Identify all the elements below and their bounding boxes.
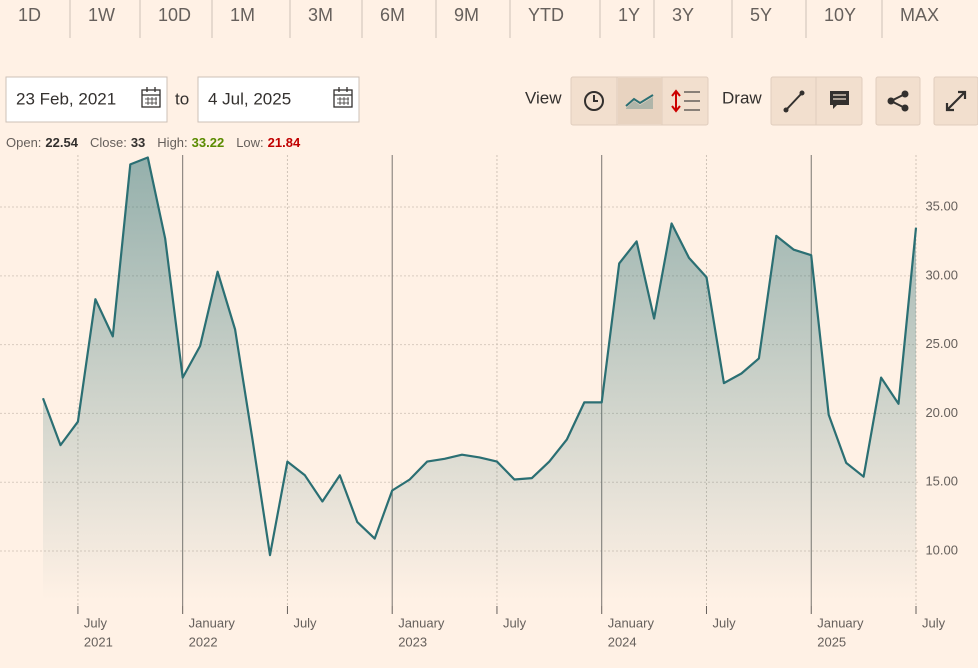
date-to-text: 4 Jul, 2025 — [208, 89, 291, 108]
share-button[interactable] — [875, 76, 921, 126]
y-tick-label: 10.00 — [925, 542, 958, 557]
y-tick-label: 35.00 — [925, 198, 958, 213]
x-tick-label: July — [712, 615, 736, 630]
range-tab[interactable]: YTD — [528, 5, 564, 25]
ohlc: Open: 22.54 Close: 33 High: 33.22 Low: 21.84 — [6, 135, 301, 150]
line-view-button[interactable] — [618, 78, 662, 124]
ohlc-value: 33 — [131, 135, 145, 150]
ohlc-line: Open: 22.54 Close: 33 High: 33.22 Low: 21.84 — [6, 135, 301, 150]
expand-button[interactable] — [933, 76, 978, 126]
date-to[interactable]: 4 Jul, 2025 — [197, 76, 360, 123]
ohlc-label: High: — [157, 135, 187, 150]
x-tick-label: January — [817, 615, 864, 630]
draw-label: Draw — [722, 88, 762, 107]
ohlc-label: Low: — [236, 135, 263, 150]
draw-line-button[interactable] — [783, 90, 805, 113]
date-from[interactable]: 23 Feb, 2021 — [5, 76, 168, 123]
annotate-button[interactable] — [830, 91, 849, 109]
range-tab[interactable]: 5Y — [750, 5, 772, 25]
clock-button[interactable] — [584, 91, 604, 111]
x-tick-year: 2022 — [189, 634, 218, 649]
x-tick-year: 2023 — [398, 634, 427, 649]
x-tick-year: 2025 — [817, 634, 846, 649]
ohlc-value: 33.22 — [192, 135, 225, 150]
range-tab[interactable]: 3M — [308, 5, 333, 25]
range-tab[interactable]: 1W — [88, 5, 115, 25]
date-separator: to — [175, 89, 189, 108]
date-from-text: 23 Feb, 2021 — [16, 89, 116, 108]
x-tick-label: July — [922, 615, 946, 630]
x-tick-label: July — [503, 615, 527, 630]
x-tick-label: January — [398, 615, 445, 630]
x-tick-label: January — [189, 615, 236, 630]
view-label: View — [525, 88, 562, 107]
range-tab[interactable]: MAX — [900, 5, 939, 25]
range-tab[interactable]: 10Y — [824, 5, 856, 25]
area — [43, 157, 916, 600]
range-tab[interactable]: 10D — [158, 5, 191, 25]
range-tab[interactable]: 1Y — [618, 5, 640, 25]
ohlc-value: 22.54 — [45, 135, 78, 150]
ohlc-label: Open: — [6, 135, 41, 150]
y-tick-label: 25.00 — [925, 336, 958, 351]
scale-button[interactable] — [671, 89, 700, 113]
range-tab[interactable]: 6M — [380, 5, 405, 25]
x-tick-year: 2021 — [84, 634, 113, 649]
range-tab[interactable]: 3Y — [672, 5, 694, 25]
y-tick-label: 30.00 — [925, 267, 958, 282]
range-tabs: 1D 1W 10D 1M 3M 6M 9M YTD 1Y 3Y 5Y 10Y MAX — [18, 0, 939, 38]
ohlc-label: Close: — [90, 135, 127, 150]
x-tick-label: July — [293, 615, 317, 630]
x-tick-label: July — [84, 615, 108, 630]
range-tab[interactable]: 1M — [230, 5, 255, 25]
line — [41, 156, 918, 557]
x-tick-year: 2024 — [608, 634, 637, 649]
y-tick-label: 15.00 — [925, 474, 958, 489]
y-tick-label: 20.00 — [925, 405, 958, 420]
range-tab[interactable]: 9M — [454, 5, 479, 25]
x-tick-label: January — [608, 615, 655, 630]
ohlc-value: 21.84 — [268, 135, 301, 150]
range-tab[interactable]: 1D — [18, 5, 41, 25]
chart: 10.00 15.00 20.00 25.00 30.00 35.00 July 2021 Ja… — [0, 155, 958, 649]
